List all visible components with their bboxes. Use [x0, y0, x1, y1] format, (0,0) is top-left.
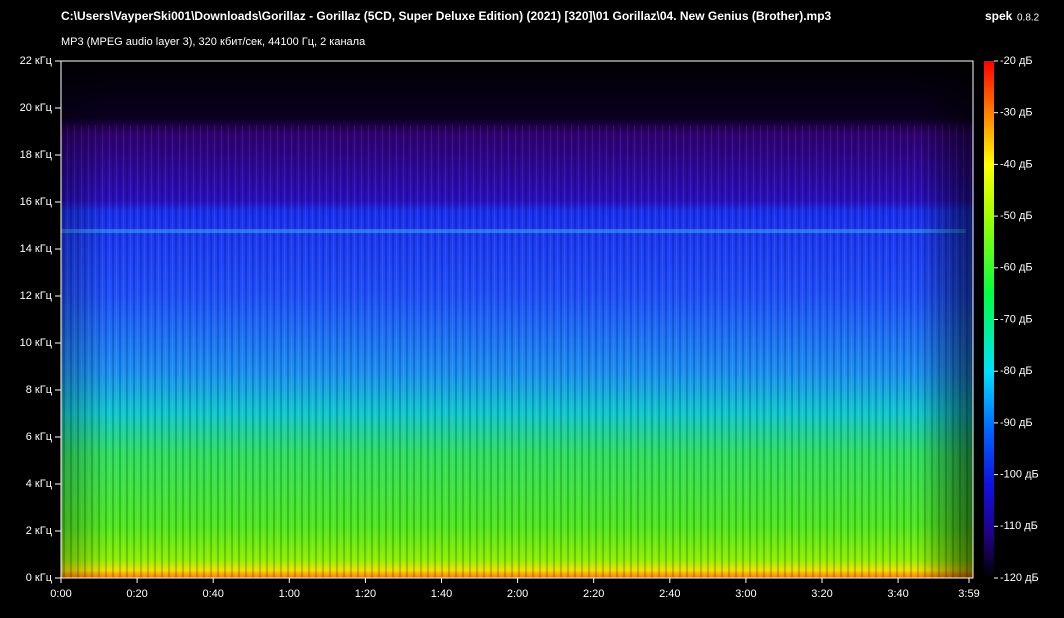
time-label: 3:40: [887, 588, 908, 600]
color-scale-label: -80 дБ: [1000, 365, 1033, 377]
color-scale-label: -60 дБ: [1000, 262, 1033, 274]
time-label: 3:00: [735, 588, 756, 600]
frequency-label: 22 кГц: [20, 55, 53, 67]
color-scale-label: -50 дБ: [1000, 210, 1033, 222]
color-scale-label: -90 дБ: [1000, 417, 1033, 429]
time-label: 1:20: [355, 588, 376, 600]
plot-frame: [60, 60, 974, 579]
frequency-label: 6 кГц: [26, 431, 53, 443]
file-path: C:\Users\VayperSki001\Downloads\Gorillaz…: [61, 9, 832, 23]
time-label: 2:00: [507, 588, 528, 600]
color-scale-label: -120 дБ: [1000, 572, 1039, 584]
frequency-label: 12 кГц: [20, 290, 53, 302]
time-label: 3:59: [958, 588, 979, 600]
frequency-label: 16 кГц: [20, 196, 53, 208]
time-label: 1:40: [431, 588, 452, 600]
file-info: MP3 (MPEG audio layer 3), 320 кбит/сек, …: [61, 36, 366, 48]
frequency-label: 0 кГц: [26, 572, 53, 584]
time-label: 2:40: [659, 588, 680, 600]
time-label: 0:20: [126, 588, 147, 600]
frequency-label: 20 кГц: [20, 102, 53, 114]
frequency-label: 4 кГц: [26, 478, 53, 490]
time-label: 1:00: [279, 588, 300, 600]
app-version: 0.8.2: [1017, 13, 1040, 24]
color-scale-label: -30 дБ: [1000, 107, 1033, 119]
frequency-label: 2 кГц: [26, 525, 53, 537]
spectrogram: [60, 60, 974, 579]
time-label: 3:20: [811, 588, 832, 600]
color-scale-label: -20 дБ: [1000, 55, 1033, 67]
time-label: 0:40: [202, 588, 223, 600]
color-scale-bar: [984, 61, 994, 578]
color-scale-label: -40 дБ: [1000, 158, 1033, 170]
color-scale-label: -100 дБ: [1000, 469, 1039, 481]
time-label: 0:00: [50, 588, 71, 600]
frequency-label: 10 кГц: [20, 337, 53, 349]
spectrogram-fade: [61, 61, 973, 578]
time-label: 2:20: [583, 588, 604, 600]
frequency-label: 8 кГц: [26, 384, 53, 396]
color-scale-label: -70 дБ: [1000, 313, 1033, 325]
frequency-label: 14 кГц: [20, 243, 53, 255]
frequency-label: 18 кГц: [20, 149, 53, 161]
color-scale-label: -110 дБ: [1000, 520, 1038, 532]
app-name: spek: [985, 9, 1013, 23]
